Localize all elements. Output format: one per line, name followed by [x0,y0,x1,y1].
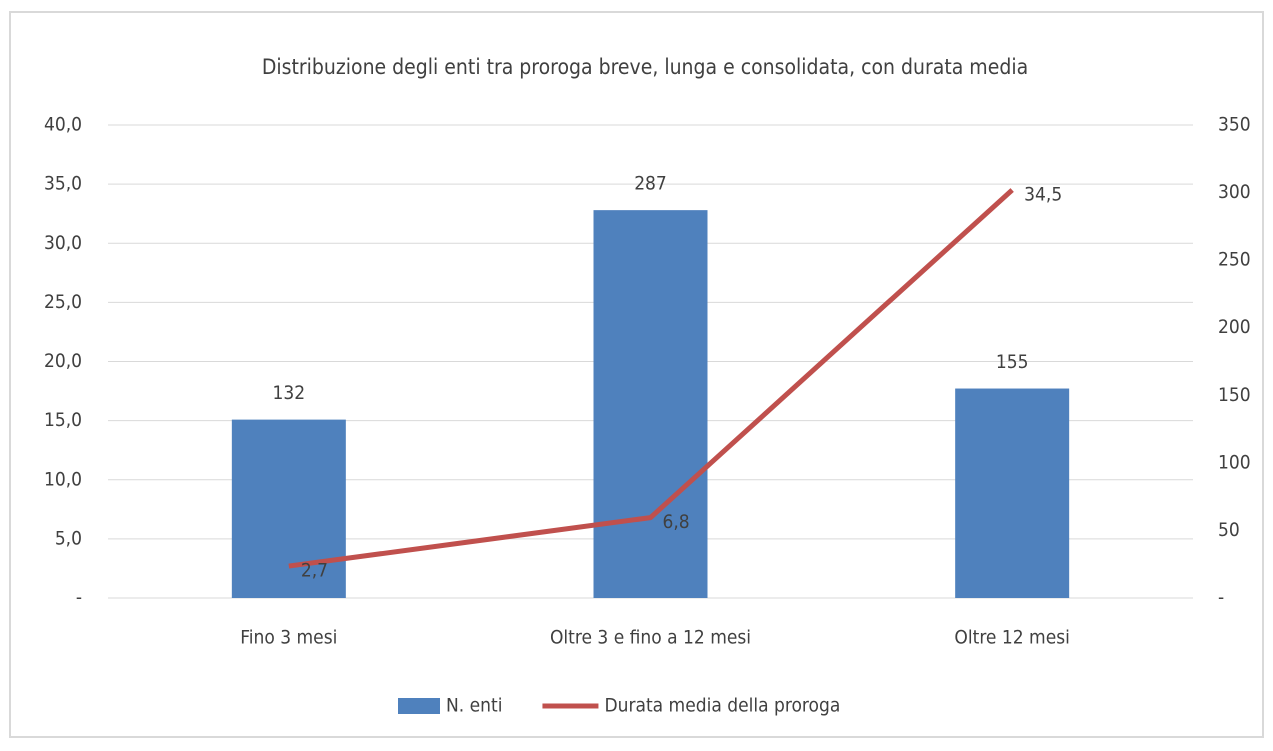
x-tick-label: Fino 3 mesi [240,627,337,649]
y-tick-label: 30,0 [44,232,82,254]
y-tick-label: 15,0 [44,409,82,431]
y-tick-label: 40,0 [44,114,82,136]
line-value-label: 2,7 [301,560,328,582]
line-value-label: 34,5 [1024,184,1062,206]
y-tick-label: 10,0 [44,468,82,490]
legend-label: Durata media della proroga [604,695,840,717]
line-value-label: 6,8 [663,511,690,533]
y2-tick-label: 250 [1218,249,1251,271]
x-tick-label: Oltre 3 e fino a 12 mesi [550,627,751,649]
y-tick-label: 5,0 [55,527,82,549]
chart-title: Distribuzione degli enti tra proroga bre… [262,55,1028,79]
y2-tick-label: 350 [1218,114,1251,136]
bar [231,419,346,598]
bar-value-label: 287 [634,173,667,195]
bar-value-label: 132 [273,382,306,404]
y2-tick-label: 150 [1218,384,1251,406]
bar-value-label: 155 [996,351,1029,373]
legend-label: N. enti [446,695,502,717]
y-tick-label: 20,0 [44,350,82,372]
y2-tick-label: 200 [1218,316,1251,338]
bar [955,388,1070,598]
y2-tick-label: - [1218,587,1224,609]
x-tick-label: Oltre 12 mesi [954,627,1069,649]
y-tick-label: 25,0 [44,291,82,313]
bar [593,210,708,598]
y2-tick-label: 100 [1218,451,1251,473]
y2-tick-label: 50 [1218,519,1240,541]
y-tick-label: - [76,587,82,609]
legend-swatch [398,698,440,714]
y-tick-label: 35,0 [44,173,82,195]
y2-tick-label: 300 [1218,181,1251,203]
line [288,188,1014,569]
